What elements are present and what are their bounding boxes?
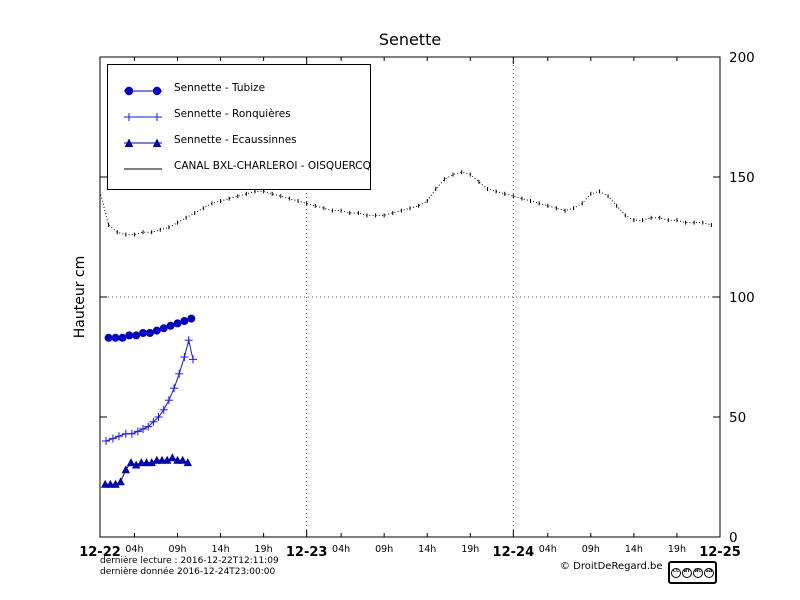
circle-marker-icon [122, 82, 164, 96]
x-major-tick-label: 12-24 [493, 545, 535, 560]
legend-label: Sennette - Tubize [174, 82, 266, 94]
x-major-tick-label: 12-23 [286, 545, 328, 560]
cc-icon: CC [671, 567, 681, 578]
x-minor-tick-label: 09h [375, 544, 393, 555]
last-reading-text: dernière lecture : 2016-12-22T12:11:09 [100, 556, 279, 566]
x-minor-tick-label: 14h [418, 544, 436, 555]
legend-label: Sennette - Ecaussinnes [174, 134, 297, 146]
line-sample-icon [122, 160, 164, 172]
x-minor-tick-label: 14h [212, 544, 230, 555]
x-minor-tick-label: 04h [539, 544, 557, 555]
cc-license-badge[interactable]: CC BY NC SA [668, 561, 717, 584]
series-sennette-ronqui-res [102, 336, 197, 445]
legend-item-ecaussinnes: Sennette - Ecaussinnes [122, 127, 370, 153]
x-major-tick-label: 12-25 [699, 545, 741, 560]
copyright-link[interactable]: © DroitDeRegard.be [560, 561, 663, 572]
series-canal-bxl-charleroi-oisquercq [99, 170, 712, 237]
y-tick-label: 200 [729, 50, 755, 66]
legend-box: Sennette - Tubize Sennette - Ronquières … [107, 64, 371, 190]
series-sennette-ecaussinnes [100, 453, 193, 488]
cc-by-icon: BY [682, 567, 692, 578]
legend-item-tubize: Sennette - Tubize [122, 75, 370, 101]
legend-item-ronquieres: Sennette - Ronquières [122, 101, 370, 127]
cc-nc-icon: NC [693, 567, 703, 578]
y-tick-label: 0 [729, 530, 738, 546]
legend-label: CANAL BXL-CHARLEROI - OISQUERCQ [174, 160, 371, 172]
y-tick-label: 150 [729, 170, 755, 186]
cc-icons-row: CC BY NC SA [671, 567, 714, 578]
x-minor-tick-label: 19h [668, 544, 686, 555]
x-major-tick-label: 12-22 [79, 545, 121, 560]
y-tick-label: 100 [729, 290, 755, 306]
plus-marker-icon [122, 108, 164, 121]
x-minor-tick-label: 04h [332, 544, 350, 555]
x-minor-tick-label: 14h [625, 544, 643, 555]
chart-title: Senette [378, 30, 442, 49]
x-minor-tick-label: 19h [255, 544, 273, 555]
triangle-marker-icon [122, 134, 164, 147]
axis-ticks: 12-22 12-23 12-24 12-25 04h 09h 14h 19h 04h 09h 14… [79, 50, 755, 560]
series-sennette-tubize [104, 314, 196, 342]
x-minor-tick-label: 09h [582, 544, 600, 555]
y-tick-label: 50 [729, 410, 746, 426]
cc-sa-icon: SA [704, 567, 714, 578]
legend-item-canal: CANAL BXL-CHARLEROI - OISQUERCQ [122, 153, 371, 179]
x-minor-tick-label: 19h [461, 544, 479, 555]
x-minor-tick-label: 04h [125, 544, 143, 555]
x-minor-tick-label: 09h [168, 544, 186, 555]
last-data-text: dernière donnée 2016-12-24T23:00:00 [100, 567, 276, 577]
legend-label: Sennette - Ronquières [174, 108, 291, 120]
